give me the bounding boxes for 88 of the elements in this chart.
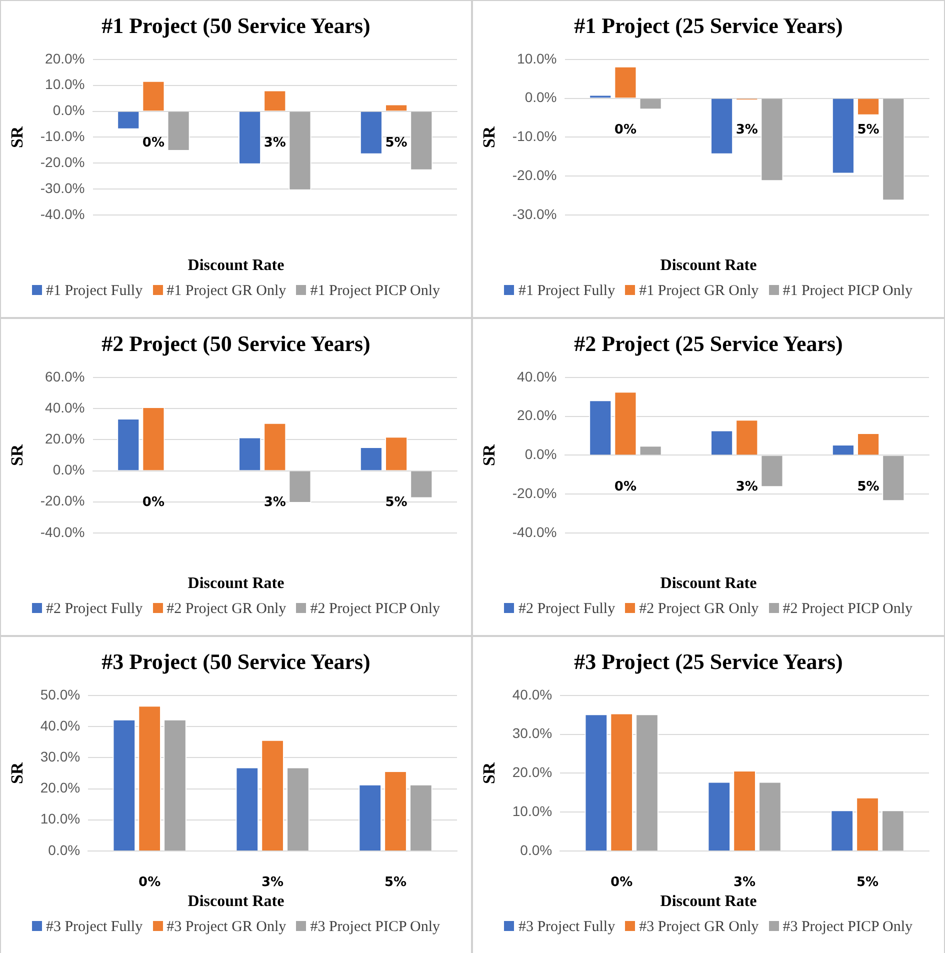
legend-label: #2 Project Fully [44,601,143,618]
y-tick-label: -10.0% [512,128,557,144]
y-tick-label: -10.0% [40,128,84,144]
y-tick-label: -40.0% [512,524,557,540]
x-axis-title: Discount Rate [660,893,757,912]
chart-title: #3 Project (50 Service Years) [102,649,370,676]
y-tick-label: -30.0% [512,206,557,222]
legend-label: #3 Project GR Only [166,919,286,936]
x-tick-label: 0% [138,875,160,890]
x-axis-title: Discount Rate [660,575,757,594]
y-tick-label: 60.0% [44,368,84,384]
chart-title: #3 Project (25 Service Years) [574,649,843,676]
chart-title: #1 Project (25 Service Years) [574,13,843,40]
y-tick-label: -40.0% [40,524,84,540]
legend-label: #1 Project PICP Only [782,283,913,300]
y-tick-label: 10.0% [40,810,80,827]
legend-label: #3 Project PICP Only [782,919,913,936]
y-tick-label: 0.0% [52,462,84,478]
x-tick-label: 5% [384,135,407,150]
x-axis-title: Discount Rate [188,893,284,912]
y-tick-label: 40.0% [512,686,552,702]
legend-label: #1 Project GR Only [166,283,286,300]
x-tick-label: 5% [857,479,880,494]
legend-label: #3 Project GR Only [638,919,759,936]
chart-title: #1 Project (50 Service Years) [102,13,370,40]
y-tick-label: 0.0% [52,102,84,118]
y-tick-label: 40.0% [40,717,80,734]
legend-label: #2 Project PICP Only [782,601,913,618]
y-axis-title: SR [7,762,26,784]
y-tick-label: 20.0% [512,764,552,780]
y-tick-label: -20.0% [40,154,84,170]
x-tick-label: 0% [610,875,633,890]
y-tick-label: 20.0% [44,430,84,446]
y-tick-label: 20.0% [40,780,80,796]
x-tick-label: 3% [263,135,286,150]
x-tick-label: 0% [142,135,164,150]
y-tick-label: 10.0% [512,802,552,819]
y-tick-label: -30.0% [40,180,84,196]
y-tick-label: 30.0% [512,725,552,742]
y-axis-title: SR [480,126,499,148]
legend-label: #1 Project Fully [44,283,143,300]
x-tick-label: 3% [736,479,758,494]
legend-label: #1 Project Fully [517,283,616,300]
y-tick-label: -20.0% [512,484,557,501]
x-tick-label: 3% [263,494,286,510]
legend-label: #2 Project GR Only [166,601,286,618]
legend-label: #1 Project GR Only [638,283,759,300]
legend-label: #2 Project GR Only [638,601,759,618]
legend-label: #3 Project Fully [517,919,616,936]
chart-title: #2 Project (25 Service Years) [574,331,843,358]
y-tick-label: -20.0% [40,492,84,509]
y-tick-label: 0.0% [520,842,552,858]
x-tick-label: 5% [857,122,880,138]
y-tick-label: 20.0% [517,407,557,424]
y-tick-label: 10.0% [44,76,84,92]
y-tick-label: 0.0% [48,842,80,858]
legend-label: #3 Project PICP Only [309,919,440,936]
x-axis-title: Discount Rate [660,257,757,276]
y-tick-label: 40.0% [517,368,557,384]
x-tick-label: 0% [142,494,164,510]
x-axis-title: Discount Rate [188,257,284,276]
x-tick-label: 0% [614,479,637,494]
y-axis-title: SR [7,126,26,148]
y-tick-label: 40.0% [44,399,84,416]
chart-title: #2 Project (50 Service Years) [102,331,370,358]
y-tick-label: 50.0% [40,686,80,702]
y-tick-label: 0.0% [524,446,557,462]
y-axis-title: SR [7,444,26,466]
x-tick-label: 0% [614,122,637,138]
y-tick-label: 30.0% [40,748,80,764]
x-tick-label: 5% [384,875,406,890]
x-tick-label: 5% [384,494,407,510]
y-tick-label: -20.0% [512,166,557,183]
y-axis-title: SR [480,762,499,784]
y-tick-label: 10.0% [517,50,557,66]
x-axis-title: Discount Rate [188,575,284,594]
y-tick-label: 0.0% [524,89,557,106]
legend-label: #2 Project PICP Only [309,601,440,618]
legend-label: #3 Project Fully [44,919,143,936]
x-tick-label: 3% [736,122,758,138]
x-tick-label: 3% [734,875,756,890]
legend-label: #2 Project Fully [517,601,616,618]
y-axis-title: SR [480,444,499,466]
y-tick-label: -40.0% [40,206,84,222]
x-tick-label: 3% [261,875,284,890]
legend-label: #1 Project PICP Only [309,283,440,300]
x-tick-label: 5% [856,875,879,890]
y-tick-label: 20.0% [44,50,84,66]
